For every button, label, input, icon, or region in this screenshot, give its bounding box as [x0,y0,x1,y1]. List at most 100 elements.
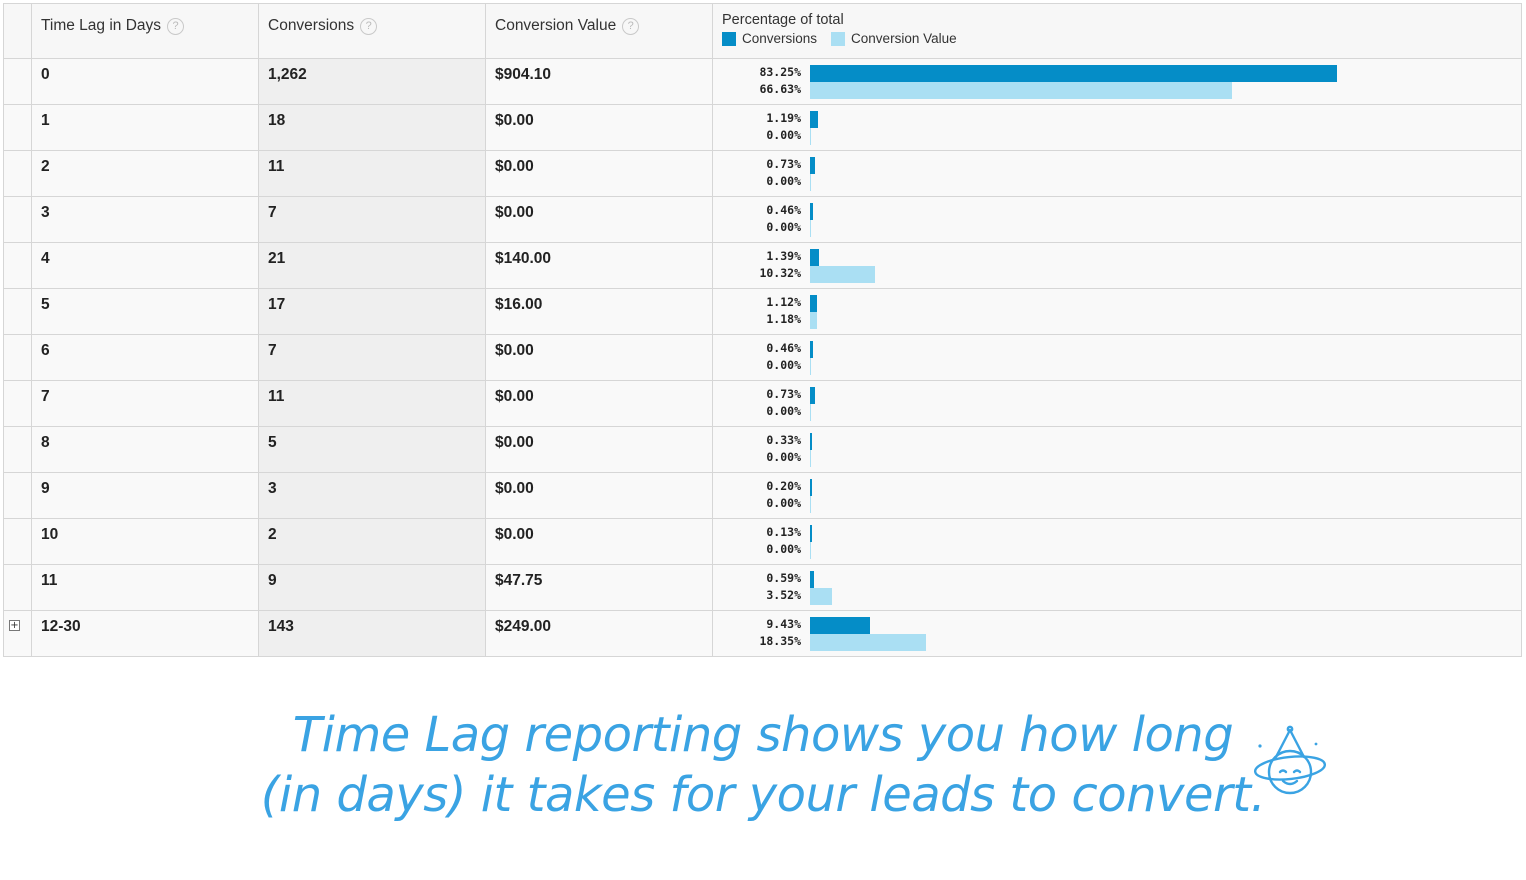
caption-line-2: (in days) it takes for your leads to con… [260,767,1266,823]
row-expand-cell [3,380,32,427]
bar-conversion-value [810,174,811,191]
row-expand-cell [3,518,32,565]
time-lag-value: 2 [41,158,50,175]
conversion-value-value: $904.10 [495,66,552,83]
bar-conversions [810,479,812,496]
legend-label-conversion-value: Conversion Value [851,31,957,46]
conversion-value-value: $47.75 [495,572,543,589]
cell-conversion-value: $140.00 [485,242,713,289]
conversion-value-value: $0.00 [495,480,534,497]
help-icon[interactable]: ? [622,18,640,35]
pct-conversion-value-label: 18.35% [759,634,801,648]
pct-conversions-label: 1.12% [766,295,801,309]
conversion-value-value: $0.00 [495,204,534,221]
cell-percentage: 1.39% 10.32% [712,242,1522,289]
table-row[interactable]: 4 21 $140.00 1.39% 10.32% [3,242,1522,289]
time-lag-value: 10 [41,526,59,543]
cell-time-lag: 4 [31,242,259,289]
bar-conversion-value [810,634,927,651]
table-row[interactable]: 8 5 $0.00 0.33% 0.00% [3,426,1522,473]
row-expand-cell [3,334,32,381]
table-body: 0 1,262 $904.10 83.25% 66.63% 1 18 $0.00 1.19% 0.… [3,58,1522,657]
table-row[interactable]: 2 11 $0.00 0.73% 0.00% [3,150,1522,197]
conversions-value: 9 [268,572,277,589]
table-header-row: Time Lag in Days? Conversions? Conversio… [3,3,1522,59]
table-row[interactable]: 0 1,262 $904.10 83.25% 66.63% [3,58,1522,105]
cell-conversions: 21 [258,242,486,289]
cell-time-lag: 0 [31,58,259,105]
bar-conversions [810,341,813,358]
cell-conversion-value: $0.00 [485,196,713,243]
pct-conversion-value-label: 3.52% [766,588,801,602]
bar-conversion-value [810,450,811,467]
cell-percentage: 1.19% 0.00% [712,104,1522,151]
mascot-face-icon [1253,725,1327,795]
conversion-value-value: $0.00 [495,388,534,405]
cell-conversion-value: $0.00 [485,334,713,381]
table-row[interactable]: 7 11 $0.00 0.73% 0.00% [3,380,1522,427]
time-lag-value: 6 [41,342,50,359]
pct-conversions-label: 0.46% [766,341,801,355]
table-row[interactable]: 9 3 $0.00 0.20% 0.00% [3,472,1522,519]
conversion-value-value: $0.00 [495,112,534,129]
cell-time-lag: 2 [31,150,259,197]
conversion-value-value: $0.00 [495,526,534,543]
cell-conversions: 3 [258,472,486,519]
conversion-value-value: $0.00 [495,158,534,175]
legend-swatch-conversions [722,31,736,46]
pct-conversions-label: 83.25% [759,65,801,79]
table-row[interactable]: 6 7 $0.00 0.46% 0.00% [3,334,1522,381]
cell-conversion-value: $0.00 [485,104,713,151]
row-expand-cell [3,104,32,151]
expand-icon[interactable]: + [9,620,20,631]
row-expand-cell [3,58,32,105]
bar-conversions [810,249,819,266]
row-expand-cell [3,150,32,197]
cell-conversions: 18 [258,104,486,151]
table-row[interactable]: 10 2 $0.00 0.13% 0.00% [3,518,1522,565]
conversions-value: 11 [268,158,285,175]
header-percentage-label: Percentage of total [722,12,844,28]
time-lag-value: 7 [41,388,50,405]
bar-conversion-value [810,220,811,237]
header-time-lag[interactable]: Time Lag in Days? [31,3,259,59]
header-percentage: Percentage of total Conversions Conversi… [712,3,1522,59]
bar-conversions [810,157,815,174]
cell-time-lag: 11 [31,564,259,611]
cell-time-lag: 7 [31,380,259,427]
table-row[interactable]: 11 9 $47.75 0.59% 3.52% [3,564,1522,611]
cell-conversion-value: $904.10 [485,58,713,105]
legend-item-conversions: Conversions [722,31,817,46]
cell-percentage: 0.59% 3.52% [712,564,1522,611]
pct-conversions-label: 0.13% [766,525,801,539]
time-lag-value: 12-30 [41,618,81,635]
cell-percentage: 9.43% 18.35% [712,610,1522,657]
table-row[interactable]: 5 17 $16.00 1.12% 1.18% [3,288,1522,335]
bar-conversion-value [810,312,818,329]
bar-conversions [810,387,815,404]
cell-conversion-value: $0.00 [485,426,713,473]
pct-conversion-value-label: 0.00% [766,174,801,188]
table-row[interactable]: 1 18 $0.00 1.19% 0.00% [3,104,1522,151]
table-row[interactable]: +12-30 143 $249.00 9.43% 18.35% [3,610,1522,657]
pct-conversion-value-label: 0.00% [766,358,801,372]
cell-conversion-value: $249.00 [485,610,713,657]
header-conversions[interactable]: Conversions? [258,3,486,59]
cell-percentage: 0.13% 0.00% [712,518,1522,565]
pct-conversions-label: 0.73% [766,157,801,171]
chart-legend: Conversions Conversion Value [722,31,1521,46]
cell-time-lag: 5 [31,288,259,335]
time-lag-value: 1 [41,112,50,129]
cell-time-lag: 3 [31,196,259,243]
help-icon[interactable]: ? [167,18,185,35]
row-expand-cell [3,426,32,473]
pct-conversion-value-label: 66.63% [759,82,801,96]
header-conversion-value[interactable]: Conversion Value? [485,3,713,59]
table-row[interactable]: 3 7 $0.00 0.46% 0.00% [3,196,1522,243]
bar-conversions [810,295,818,312]
conversions-value: 2 [268,526,277,543]
help-icon[interactable]: ? [360,18,378,35]
time-lag-value: 8 [41,434,50,451]
pct-conversions-label: 1.19% [766,111,801,125]
conversions-value: 7 [268,342,277,359]
